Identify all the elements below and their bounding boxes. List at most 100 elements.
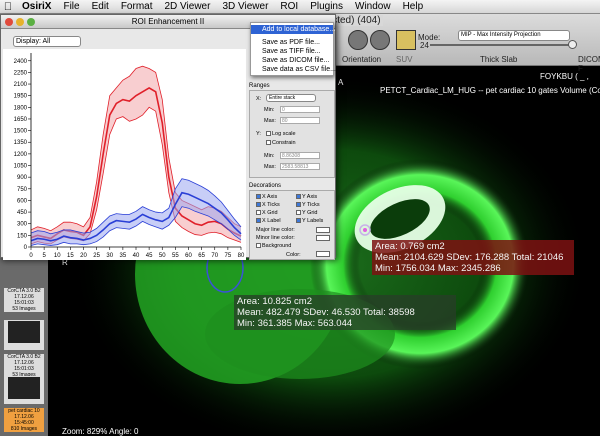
roi-stats-green[interactable]: Area: 10.825 cm2 Mean: 482.479 SDev: 46.… [234, 295, 456, 330]
x-grid-label: X Grid [262, 210, 278, 216]
ranges-title: Ranges [249, 83, 270, 89]
series-thumb[interactable]: CorCTA 3.0 B2 17.12.06 15:01:03 53 Image… [4, 354, 44, 378]
apple-menu-icon[interactable]:  [0, 1, 16, 13]
series-count: 53 Images [12, 306, 36, 312]
suv-label: SUV [396, 55, 413, 64]
patient-name: FOYKBU ( _ , [540, 72, 589, 81]
minor-line-color-label: Minor line color: [256, 235, 295, 241]
x-ticks-label: X Ticks [262, 202, 280, 208]
series-thumb-selected[interactable]: pet cardiac 10 17.12.06 15:45:00 810 Ima… [4, 408, 44, 432]
x-tick-label: 55 [172, 253, 179, 259]
series-thumb-image[interactable] [4, 376, 44, 404]
roi-minmax: Min: 361.385 Max: 563.044 [237, 318, 353, 329]
menu-bar:  OsiriX File Edit Format 2D Viewer 3D V… [0, 0, 600, 14]
color-label: Color: [286, 252, 301, 258]
series-name: pet cardiac 10 [8, 408, 40, 414]
constrain-checkbox[interactable]: Constrain [266, 140, 296, 146]
menu-item-save-dicom[interactable]: Save as DICOM file... [262, 57, 330, 64]
close-icon[interactable] [5, 18, 13, 26]
checkbox-checked-icon [296, 218, 301, 224]
background-color-well[interactable] [316, 251, 330, 257]
roi-area: Area: 0.769 cm2 [375, 241, 445, 252]
y-tick-label: 2250 [14, 70, 28, 76]
x-range-select[interactable]: Entire stack [266, 94, 316, 102]
red-sd-band [31, 66, 241, 244]
display-select[interactable]: Display: All [13, 36, 81, 47]
x-grid-checkbox[interactable]: X Grid [256, 210, 278, 216]
y-tick-label: 300 [17, 222, 28, 228]
series-name: CorCTA 3.0 B2 [7, 354, 41, 360]
series-strip: CorCTA 3.0 B2 17.12.06 15:01:03 53 Image… [0, 230, 48, 436]
zoom-icon[interactable] [27, 18, 35, 26]
series-thumb-image[interactable] [4, 320, 44, 350]
menu-plugins[interactable]: Plugins [310, 1, 343, 12]
menu-2d-viewer[interactable]: 2D Viewer [164, 1, 211, 12]
x-max-label: Max: [264, 118, 276, 124]
x-max-field[interactable]: 80 [280, 117, 320, 124]
menu-3d-viewer[interactable]: 3D Viewer [222, 1, 269, 12]
log-scale-checkbox[interactable]: Log scale [266, 131, 296, 137]
blue-mean-line [30, 191, 242, 242]
roi-stats-red[interactable]: Area: 0.769 cm2 Mean: 2104.629 SDev: 176… [372, 240, 574, 275]
window-title: ROI Enhancement II [131, 17, 205, 26]
menu-format[interactable]: Format [120, 1, 153, 12]
menu-item-save-tiff[interactable]: Save as TIFF file... [262, 48, 321, 55]
viewer-title: rrected) (404) [318, 15, 383, 26]
x-tick-label: 60 [185, 253, 192, 259]
y-max-label: Max: [264, 164, 276, 170]
menu-window[interactable]: Window [355, 1, 391, 12]
roi-minmax: Min: 1756.034 Max: 2345.286 [375, 263, 501, 274]
y-min-label: Min: [264, 153, 275, 159]
checkbox-icon [256, 243, 261, 249]
checkbox-icon [296, 210, 301, 216]
y-min-field[interactable]: 8.86308 [280, 152, 320, 159]
slab-slider-track[interactable] [430, 44, 570, 46]
x-tick-label: 10 [54, 253, 61, 259]
chart-settings-panel: Ranges X: Entire stack Min: 0 Max: 80 Y:… [247, 83, 337, 261]
checkbox-checked-icon [256, 202, 261, 208]
menu-app[interactable]: OsiriX [22, 1, 52, 12]
x-tick-label: 75 [225, 253, 232, 259]
x-min-field[interactable]: 0 [280, 106, 320, 113]
x-label-checkbox[interactable]: X Label [256, 218, 281, 224]
slab-slider-knob[interactable] [568, 40, 577, 49]
menu-item-save-pdf[interactable]: Save as PDF file... [262, 39, 320, 46]
suv-icon[interactable] [396, 30, 416, 50]
major-line-color-well[interactable] [316, 227, 330, 233]
x-tick-label: 65 [198, 253, 205, 259]
checkbox-checked-icon [256, 218, 261, 224]
x-axis-checkbox[interactable]: X Axis [256, 194, 277, 200]
x-ticks-checkbox[interactable]: X Ticks [256, 202, 280, 208]
y-grid-checkbox[interactable]: Y Grid [296, 210, 318, 216]
menu-item-save-csv[interactable]: Save data as CSV file... [262, 66, 336, 73]
menu-item-add-to-database[interactable]: Add to local database... [251, 25, 335, 34]
minimize-icon[interactable] [16, 18, 24, 26]
log-scale-label: Log scale [272, 131, 296, 137]
menu-help[interactable]: Help [402, 1, 424, 12]
background-checkbox[interactable]: Background [256, 243, 291, 249]
zoom-angle-readout: Zoom: 829% Angle: 0 [62, 427, 139, 436]
background-label: Background [262, 243, 292, 249]
series-thumb[interactable]: CorCTA 3.0 B2 17.12.06 15:01:03 53 Image… [4, 288, 44, 312]
menu-edit[interactable]: Edit [91, 1, 109, 12]
decorations-group: X Axis Y Axis X Ticks Y Ticks X Grid Y G… [249, 190, 335, 260]
orientation-icon[interactable] [348, 30, 368, 50]
orientation-icon-2[interactable] [370, 30, 390, 50]
x-tick-label: 45 [146, 253, 153, 259]
dicom-label: DICOM F [578, 55, 600, 73]
menu-file[interactable]: File [63, 1, 80, 12]
y-labels-checkbox[interactable]: Y Labels [296, 218, 323, 224]
checkbox-checked-icon [296, 202, 301, 208]
mode-select[interactable]: MIP - Max Intensity Projection [458, 30, 570, 41]
major-line-color-label: Major line color: [256, 227, 295, 233]
minor-line-color-well[interactable] [316, 235, 330, 241]
y-tick-label: 0 [24, 245, 28, 251]
y-ticks-checkbox[interactable]: Y Ticks [296, 202, 320, 208]
y-max-field[interactable]: 2583.58813 [280, 163, 320, 170]
roi-handle-red[interactable] [359, 224, 371, 236]
y-axis-checkbox[interactable]: Y Axis [296, 194, 317, 200]
checkbox-icon [266, 131, 271, 137]
menu-roi[interactable]: ROI [280, 1, 299, 12]
y-tick-label: 2400 [14, 59, 28, 65]
y-axis-label: Y Axis [302, 194, 318, 200]
